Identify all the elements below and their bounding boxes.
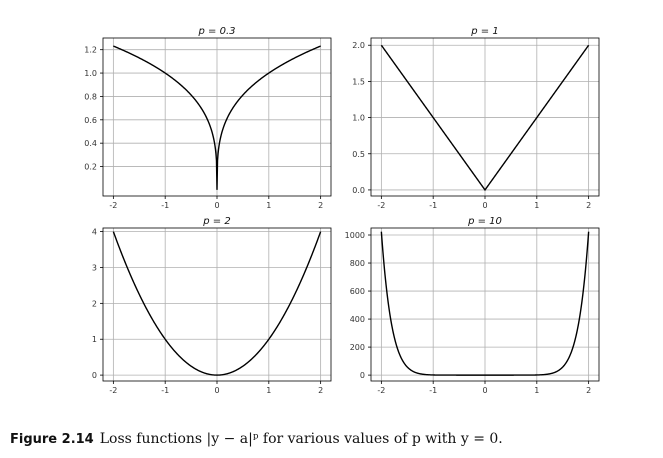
x-tick-label: 2 [318, 201, 323, 210]
x-tick-label: 1 [266, 386, 271, 395]
y-tick-label: 0 [92, 371, 97, 380]
y-tick-label: 2 [92, 299, 97, 308]
y-tick-label: 600 [350, 287, 365, 296]
y-tick-label: 400 [350, 315, 365, 324]
x-tick-label: -2 [109, 201, 117, 210]
subplot-2: -2 -1 0 1 2 0.0 0.5 1.0 1.5 2.0 p = 1 [352, 26, 600, 210]
y-tick-label: 0.0 [352, 186, 365, 195]
x-tick-label: 0 [214, 201, 219, 210]
axes-frame [102, 37, 332, 197]
subplot-1: -2 -1 0 1 2 0.2 0.4 0.6 0.8 1.0 1.2 p = 0.3 [84, 26, 332, 210]
x-tick-label: -2 [377, 386, 385, 395]
y-tick-label: 0.8 [84, 92, 97, 101]
y-tick-label: 1 [92, 335, 97, 344]
figure-caption-text: Loss functions |y − a|ᵖ for various valu… [99, 431, 503, 447]
x-tick-label: -1 [161, 386, 169, 395]
x-tick-label: 0 [482, 386, 487, 395]
x-tick-label: 1 [266, 201, 271, 210]
loss-curve [112, 231, 322, 376]
y-tick-label: 0 [360, 371, 365, 380]
figure-label: Figure 2.14 [10, 432, 94, 447]
y-tick-label: 2.0 [352, 41, 365, 50]
y-tick-label: 1.0 [352, 114, 365, 123]
y-tick-label: 1.0 [84, 69, 97, 78]
loss-curve [380, 44, 590, 192]
x-tick-label: 0 [214, 386, 219, 395]
x-tick-label: -1 [429, 201, 437, 210]
x-tick-label: -2 [377, 201, 385, 210]
x-tick-label: -1 [429, 386, 437, 395]
subplot-title: p = 1 [470, 26, 498, 37]
axes-frame [370, 227, 600, 382]
subplot-title: p = 2 [202, 216, 230, 227]
y-tick-label: 200 [350, 343, 365, 352]
figure-caption: Figure 2.14 Loss functions |y − a|ᵖ for v… [10, 431, 650, 447]
x-tick-label: 1 [534, 201, 539, 210]
axes-frame [102, 227, 332, 382]
loss-curve [113, 45, 321, 190]
y-tick-label: 0.6 [84, 116, 97, 125]
y-tick-label: 3 [92, 263, 97, 272]
y-tick-label: 0.4 [84, 139, 97, 148]
x-tick-label: 0 [482, 201, 487, 210]
y-tick-label: 800 [350, 259, 365, 268]
x-tick-label: 2 [586, 201, 591, 210]
subplot-title: p = 0.3 [198, 26, 236, 37]
y-tick-label: 0.5 [352, 150, 365, 159]
x-tick-label: 2 [318, 386, 323, 395]
x-tick-label: -1 [161, 201, 169, 210]
y-tick-label: 4 [92, 228, 97, 237]
x-tick-label: 1 [534, 386, 539, 395]
y-tick-label: 1.2 [84, 46, 97, 55]
subplot-3: -2 -1 0 1 2 0 1 2 3 4 p = 2 [92, 216, 332, 395]
subplot-4: -2 -1 0 1 2 0 200 400 600 800 1000 p = 10 [345, 216, 600, 395]
axes-frame [370, 37, 600, 197]
x-tick-label: -2 [109, 386, 117, 395]
y-tick-label: 0.2 [84, 163, 97, 172]
loss-curve [380, 231, 590, 376]
x-tick-label: 2 [586, 386, 591, 395]
subplot-title: p = 10 [467, 216, 502, 227]
y-tick-label: 1.5 [352, 77, 365, 86]
y-tick-label: 1000 [345, 231, 365, 240]
